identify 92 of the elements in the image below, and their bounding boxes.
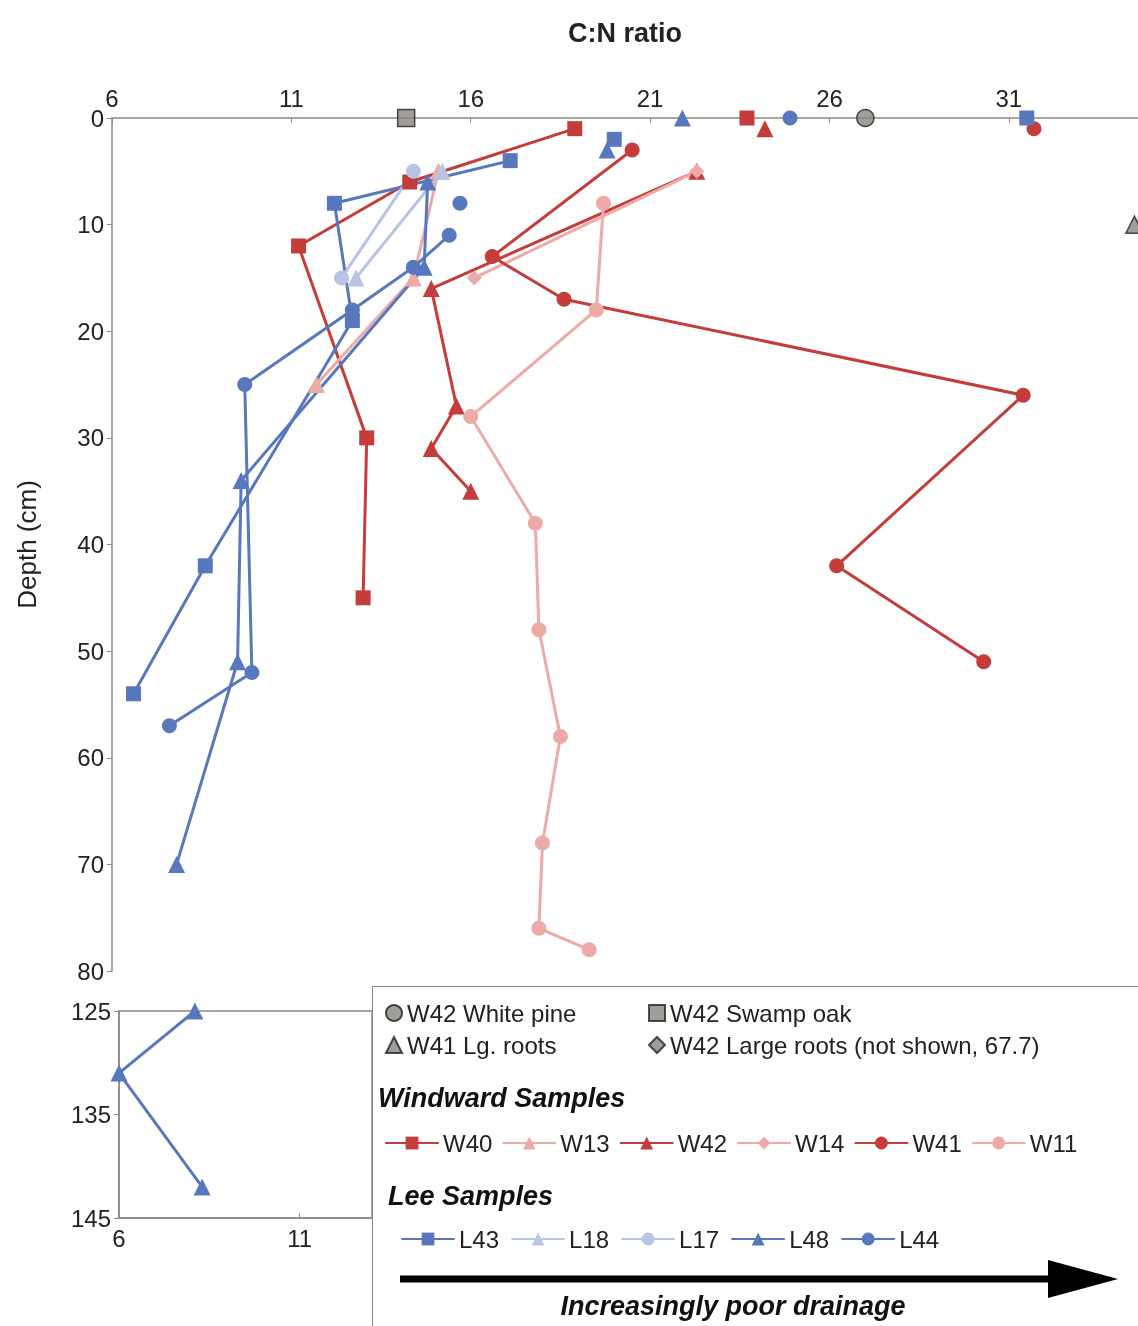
y-tick-label: 50 bbox=[77, 637, 104, 665]
y-tick-label: 125 bbox=[70, 997, 111, 1025]
point bbox=[126, 686, 142, 702]
x-tick-label: 31 bbox=[995, 84, 1023, 112]
point bbox=[422, 280, 440, 298]
y-tick-label: 0 bbox=[90, 104, 104, 132]
point bbox=[484, 249, 500, 265]
point bbox=[405, 259, 421, 275]
point bbox=[396, 108, 416, 128]
point bbox=[531, 622, 547, 638]
point bbox=[197, 558, 213, 574]
legend-label: L48 bbox=[789, 1225, 830, 1253]
x-tick-label: 11 bbox=[287, 1224, 313, 1252]
y-tick-label: 20 bbox=[77, 317, 104, 345]
point bbox=[588, 302, 604, 318]
point bbox=[1015, 387, 1031, 403]
legend-label: W11 bbox=[1029, 1129, 1078, 1157]
legend-label: W41 bbox=[912, 1129, 962, 1157]
point bbox=[110, 1064, 128, 1082]
text: Windward Samples bbox=[378, 1082, 626, 1113]
legend-label: L17 bbox=[679, 1225, 720, 1253]
point bbox=[535, 835, 550, 851]
point bbox=[326, 195, 342, 211]
y-tick-label: 10 bbox=[77, 211, 104, 239]
point bbox=[567, 121, 583, 137]
point bbox=[673, 109, 691, 127]
x-tick-label: 16 bbox=[457, 84, 485, 112]
legend-label: L44 bbox=[899, 1225, 940, 1253]
text: Lee Samples bbox=[388, 1180, 554, 1211]
point bbox=[581, 942, 597, 958]
legend-label: L18 bbox=[569, 1225, 610, 1253]
point bbox=[463, 409, 479, 425]
y-tick-label: 145 bbox=[70, 1204, 111, 1232]
point bbox=[419, 173, 437, 191]
point bbox=[307, 376, 325, 394]
point bbox=[598, 141, 616, 159]
point bbox=[502, 153, 518, 169]
y-tick-label: 80 bbox=[77, 957, 104, 985]
point bbox=[244, 664, 260, 680]
point bbox=[782, 110, 798, 126]
y-tick-label: 30 bbox=[77, 424, 104, 452]
x-axis-title: C:N ratio bbox=[568, 17, 682, 48]
point bbox=[452, 195, 468, 211]
point bbox=[829, 558, 845, 574]
point bbox=[739, 110, 755, 126]
point bbox=[556, 291, 572, 307]
legend-label: W42 Large roots (not shown, 67.7) bbox=[670, 1031, 1040, 1059]
point bbox=[232, 472, 250, 490]
x-tick-label: 6 bbox=[105, 84, 119, 112]
legend-label: W42 White pine bbox=[407, 999, 577, 1027]
point bbox=[334, 270, 350, 286]
legend-label: W14 bbox=[795, 1129, 845, 1157]
legend-label: W13 bbox=[560, 1129, 610, 1157]
point bbox=[237, 377, 253, 393]
x-tick-label: 6 bbox=[112, 1224, 126, 1252]
point bbox=[606, 131, 622, 147]
point bbox=[527, 515, 543, 531]
y-tick-label: 60 bbox=[77, 744, 104, 772]
legend-label: W42 Swamp oak bbox=[670, 999, 853, 1027]
y-tick-label: 135 bbox=[70, 1101, 111, 1128]
y-tick-label: 40 bbox=[77, 531, 104, 558]
point bbox=[441, 227, 457, 243]
point bbox=[856, 108, 875, 128]
x-tick-label: 11 bbox=[278, 84, 304, 112]
point bbox=[531, 920, 547, 936]
point bbox=[359, 430, 375, 446]
point bbox=[976, 654, 992, 670]
legend-label: W42 bbox=[677, 1129, 728, 1157]
x-tick-label: 21 bbox=[636, 84, 664, 112]
point bbox=[355, 590, 371, 606]
point bbox=[161, 718, 177, 734]
point bbox=[624, 142, 640, 158]
point bbox=[229, 653, 247, 671]
point bbox=[193, 1178, 211, 1196]
legend-label: W41 Lg. roots bbox=[407, 1031, 557, 1059]
text: Increasingly poor drainage bbox=[560, 1290, 906, 1321]
point bbox=[462, 482, 480, 500]
point bbox=[447, 397, 465, 415]
point bbox=[422, 440, 440, 458]
point bbox=[552, 728, 568, 744]
y-tick-label: 70 bbox=[77, 850, 104, 878]
point bbox=[1019, 110, 1035, 126]
x-tick-label: 26 bbox=[816, 84, 843, 112]
point bbox=[291, 238, 307, 254]
point bbox=[168, 855, 186, 873]
point bbox=[186, 1002, 204, 1020]
y-axis-title: Depth (cm) bbox=[12, 480, 42, 609]
point bbox=[756, 120, 774, 138]
point bbox=[405, 163, 421, 179]
legend-label: L43 bbox=[459, 1225, 500, 1253]
legend-label: W40 bbox=[443, 1129, 493, 1157]
point bbox=[595, 195, 611, 211]
